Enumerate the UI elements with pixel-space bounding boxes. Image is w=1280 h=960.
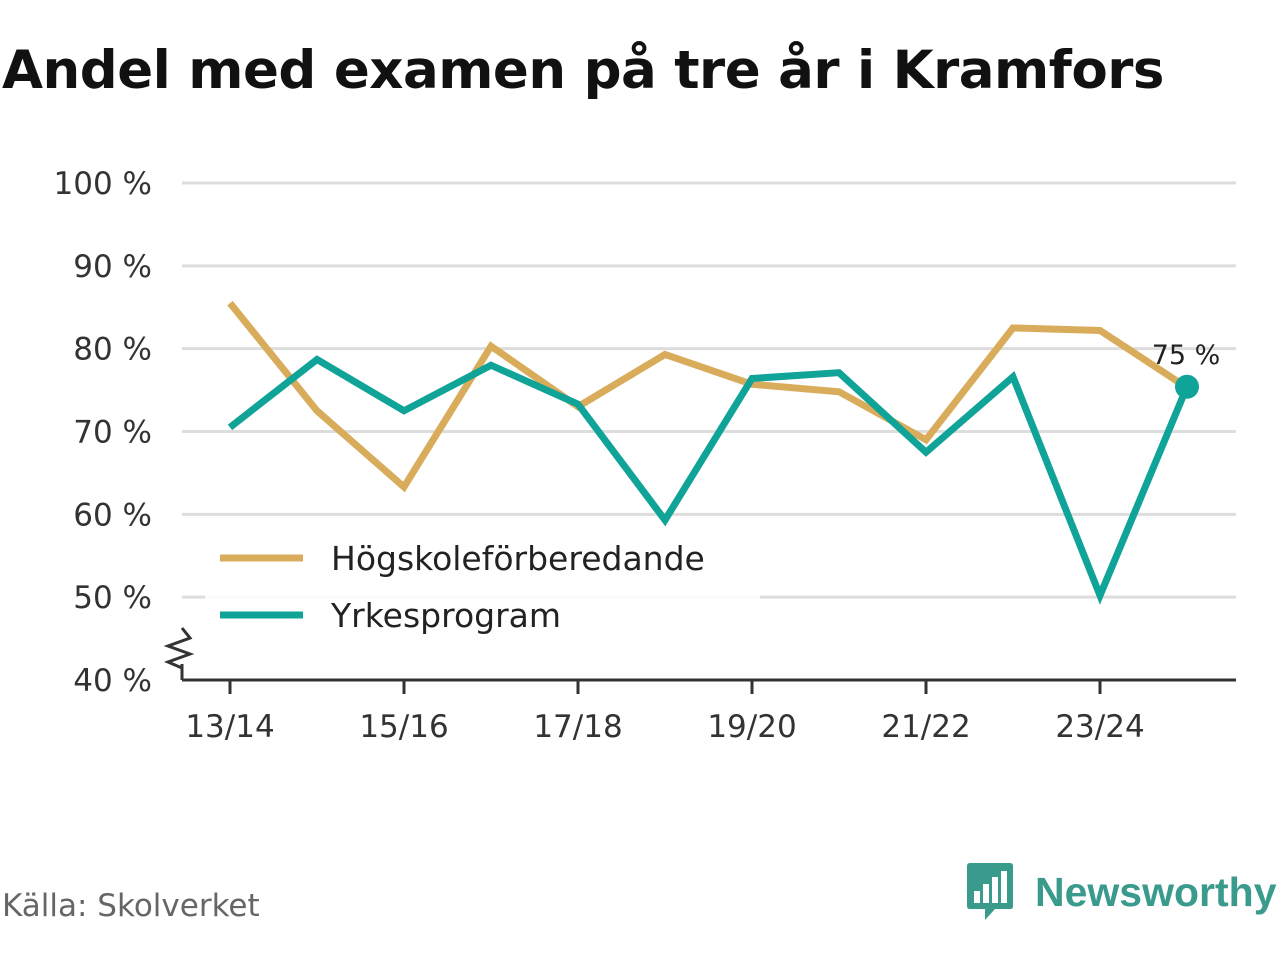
x-tick-label-21-22: 21/22 — [881, 709, 970, 745]
series-line-yrkesprogram — [227, 355, 1191, 605]
newsworthy-logo-icon — [967, 863, 1013, 920]
brand-logo: Newsworthy — [965, 862, 1277, 922]
x-tick-label-23-24: 23/24 — [1055, 709, 1144, 745]
x-tick-label-17-18: 17/18 — [533, 709, 622, 745]
line-chart: 40 % 50 % 60 % 70 % 80 % 90 % 100 % 13/14 15/16 1… — [54, 166, 1236, 745]
legend-box — [205, 530, 760, 650]
y-tick-label-60: 60 % — [73, 497, 152, 533]
end-point-marker — [1175, 374, 1199, 399]
y-tick-label-90: 90 % — [73, 249, 152, 285]
brand-name: Newsworthy — [1035, 868, 1277, 915]
y-axis-break-icon — [163, 627, 195, 670]
source-note: Källa: Skolverket — [2, 888, 260, 924]
y-tick-label-80: 80 % — [73, 332, 152, 368]
y-tick-label-100: 100 % — [54, 166, 152, 202]
x-tick-label-19-20: 19/20 — [707, 709, 796, 745]
chart-title: Andel med examen på tre år i Kramfors — [2, 40, 1164, 101]
y-tick-label-70: 70 % — [73, 415, 152, 451]
legend-label-0: Högskoleförberedande — [331, 539, 705, 578]
y-tick-label-40: 40 % — [73, 663, 152, 699]
y-tick-label-50: 50 % — [73, 580, 152, 616]
x-tick-label-13-14: 13/14 — [185, 709, 274, 745]
end-value-label: 75 % — [1152, 340, 1221, 371]
legend-label-1: Yrkesprogram — [330, 596, 561, 635]
x-tick-label-15-16: 15/16 — [359, 709, 448, 745]
series-line-hogskoleforberedande — [227, 300, 1189, 493]
